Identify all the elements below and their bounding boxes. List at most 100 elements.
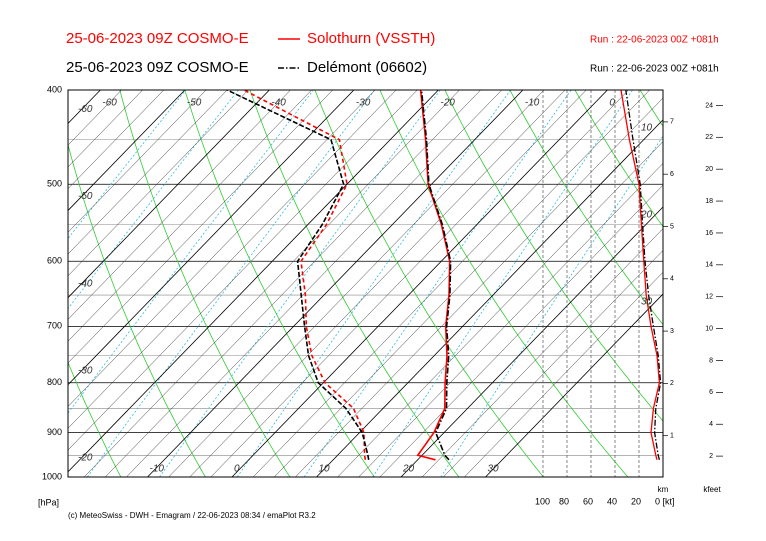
wind-tick-label: 0 [kt]	[655, 496, 675, 506]
dry-adiabat	[184, 90, 375, 477]
dry-adiabat	[249, 90, 460, 477]
temperature-tick-label: 20	[640, 210, 653, 221]
temperature-tick-label: -60	[78, 104, 93, 115]
temperature-profile	[420, 90, 452, 461]
km-tick-label: 5	[670, 223, 674, 230]
minor-isotherm	[105, 90, 481, 477]
temperature-tick-label: -10	[525, 98, 540, 109]
minor-isotherm	[68, 90, 207, 233]
temperature-tick-label: 10	[641, 122, 653, 133]
minor-isotherm	[274, 90, 650, 477]
plot-frame	[67, 89, 664, 478]
kfeet-label: kfeet	[703, 485, 721, 494]
km-tick-label: 4	[670, 276, 674, 283]
kfeet-tick-label: 22	[705, 134, 713, 141]
minor-isotherm	[210, 90, 587, 477]
temperature-tick-label: -20	[78, 452, 93, 463]
minor-isotherm	[379, 184, 663, 477]
dry-adiabat	[444, 90, 663, 422]
minor-isotherm	[68, 90, 143, 168]
isotherm	[485, 293, 663, 477]
minor-isotherm	[68, 90, 228, 255]
y-tick-label: 900	[47, 427, 62, 437]
kfeet-tick-label: 20	[705, 166, 713, 173]
temperature-tick-label: 10	[319, 464, 331, 475]
header-model: 25-06-2023 09Z COSMO-E	[66, 59, 249, 76]
kfeet-tick-label: 14	[705, 262, 713, 269]
y-tick-label: 500	[47, 179, 62, 189]
wind-tick-label: 60	[583, 496, 593, 506]
kfeet-tick-label: 4	[709, 421, 713, 428]
temperature-tick-label: -40	[271, 98, 286, 109]
legend-label: Delémont (06602)	[307, 59, 427, 76]
wind-tick-label: 80	[559, 496, 569, 506]
minor-isotherm	[68, 90, 312, 342]
temperature-tick-label: 30	[641, 297, 653, 308]
minor-isotherm	[168, 90, 545, 477]
km-tick-label: 6	[670, 171, 674, 178]
wind-tick-label: 20	[631, 496, 641, 506]
kfeet-tick-label: 6	[709, 389, 713, 396]
kfeet-tick-label: 24	[705, 102, 713, 109]
minor-isotherm	[464, 271, 663, 477]
minor-isotherm	[68, 90, 418, 451]
wind-tick-label: 40	[607, 496, 617, 506]
minor-isotherm	[68, 90, 164, 190]
temperature-tick-label: -20	[440, 98, 455, 109]
km-tick-label: 7	[670, 119, 674, 126]
kfeet-tick-label: 16	[705, 230, 713, 237]
minor-isotherm	[68, 90, 376, 407]
temperature-tick-label: -60	[102, 98, 117, 109]
dry-adiabat	[119, 90, 291, 477]
minor-isotherm	[295, 97, 663, 477]
mixing-ratio-line	[159, 90, 441, 477]
dry-adiabat	[509, 90, 663, 326]
temperature-tick-label: -10	[150, 464, 165, 475]
minor-isotherm	[252, 90, 629, 477]
isotherm	[231, 90, 608, 477]
dry-adiabat	[68, 361, 122, 477]
y-tick-label: 1000	[42, 471, 62, 481]
mixing-ratio-line	[68, 90, 187, 240]
run-label: Run : 22-06-2023 00Z +081h	[590, 35, 719, 46]
temperature-tick-label: -50	[187, 98, 202, 109]
dewpoint-profile	[226, 90, 370, 460]
run-label: Run : 22-06-2023 00Z +081h	[590, 64, 719, 75]
minor-isotherm	[126, 90, 502, 477]
dry-adiabat	[0, 90, 36, 477]
minor-isotherm	[68, 90, 291, 320]
minor-isotherm	[83, 90, 460, 477]
minor-isotherm	[358, 162, 663, 477]
y-tick-label: 700	[47, 321, 62, 331]
isotherm	[68, 90, 270, 299]
profiles	[226, 90, 662, 461]
y-axis-label: [hPa]	[38, 497, 59, 507]
temperature-profile	[416, 90, 451, 461]
minor-isotherm	[68, 90, 397, 429]
isotherm	[316, 119, 663, 477]
minor-isotherm	[68, 90, 122, 146]
kfeet-tick-label: 10	[705, 325, 713, 332]
temperature-tick-label: -30	[78, 365, 93, 376]
kfeet-tick-label: 8	[709, 357, 713, 364]
mixing-ratio-line	[440, 135, 663, 477]
temperature-tick-label: -30	[356, 98, 371, 109]
header-model: 25-06-2023 09Z COSMO-E	[66, 30, 249, 47]
footer: (c) MeteoSwiss - DWH - Emagram / 22-06-2…	[68, 511, 316, 520]
minor-isotherm	[443, 250, 663, 477]
y-tick-label: 600	[47, 256, 62, 266]
isotherm	[147, 90, 524, 477]
minor-isotherm	[337, 141, 663, 477]
temperature-tick-label: 0	[609, 98, 615, 109]
isotherm	[68, 90, 186, 212]
wind-speed-profile	[620, 90, 661, 460]
km-tick-label: 3	[670, 328, 674, 335]
isotherm	[68, 90, 355, 386]
mixing-ratio-line	[236, 90, 511, 477]
km-tick-label: 1	[670, 433, 674, 440]
legend-label: Solothurn (VSSTH)	[307, 30, 435, 47]
mixing-ratio-line	[86, 90, 376, 477]
minor-isotherm	[68, 90, 249, 277]
mixing-ratio-line	[68, 90, 314, 414]
